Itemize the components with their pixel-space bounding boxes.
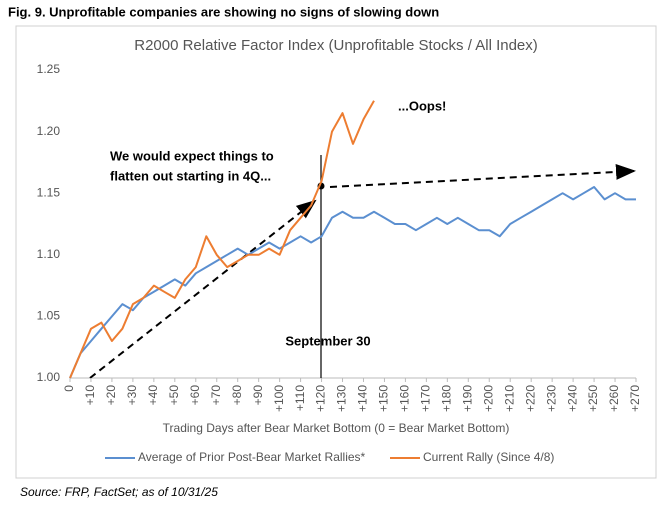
x-tick-label: +200	[481, 385, 495, 412]
source-note: Source: FRP, FactSet; as of 10/31/25	[20, 485, 218, 499]
trend-arrow	[89, 199, 317, 379]
trend-arrow	[329, 163, 636, 188]
x-tick-label: +160	[398, 385, 412, 412]
annotation: We would expect things to	[110, 148, 274, 163]
x-tick-label: +260	[607, 385, 621, 412]
x-tick-label: +220	[523, 385, 537, 412]
x-tick-label: +10	[83, 385, 97, 406]
x-tick-label: +250	[586, 385, 600, 412]
x-tick-label: +50	[167, 385, 181, 406]
figure-title: Fig. 9. Unprofitable companies are showi…	[8, 4, 439, 19]
legend-label: Current Rally (Since 4/8)	[423, 450, 554, 464]
annotation: September 30	[285, 333, 370, 348]
series-line	[69, 186, 636, 379]
x-tick-label: +80	[230, 385, 244, 406]
x-tick-label: 0	[62, 385, 76, 392]
annotation: ...Oops!	[398, 98, 446, 113]
x-tick-label: +120	[314, 385, 328, 412]
x-tick-label: +40	[146, 385, 160, 406]
x-tick-label: +270	[628, 385, 642, 412]
x-tick-label: +30	[125, 385, 139, 406]
x-tick-label: +140	[356, 385, 370, 412]
x-tick-label: +60	[188, 385, 202, 406]
x-tick-label: +130	[335, 385, 349, 412]
legend-label: Average of Prior Post-Bear Market Rallie…	[138, 450, 366, 464]
x-tick-label: +20	[104, 385, 118, 406]
x-tick-label: +150	[377, 385, 391, 412]
y-tick-label: 1.20	[37, 124, 61, 138]
y-tick-label: 1.25	[37, 62, 61, 76]
y-tick-label: 1.15	[37, 185, 61, 199]
y-tick-label: 1.00	[37, 370, 61, 384]
x-tick-label: +210	[502, 385, 516, 412]
x-axis-label: Trading Days after Bear Market Bottom (0…	[163, 421, 510, 435]
x-tick-label: +240	[565, 385, 579, 412]
annotation: flatten out starting in 4Q...	[110, 168, 271, 183]
x-tick-label: +170	[419, 385, 433, 412]
x-tick-label: +180	[440, 385, 454, 412]
x-tick-label: +100	[272, 385, 286, 412]
x-tick-label: +190	[460, 385, 474, 412]
x-tick-label: +70	[209, 385, 223, 406]
chart-title: R2000 Relative Factor Index (Unprofitabl…	[134, 37, 538, 54]
y-tick-label: 1.10	[37, 247, 61, 261]
y-tick-label: 1.05	[37, 309, 61, 323]
x-tick-label: +90	[251, 385, 265, 406]
chart-frame	[15, 25, 657, 479]
series-line	[69, 100, 375, 379]
x-tick-label: +110	[293, 385, 307, 411]
x-tick-label: +230	[544, 385, 558, 412]
